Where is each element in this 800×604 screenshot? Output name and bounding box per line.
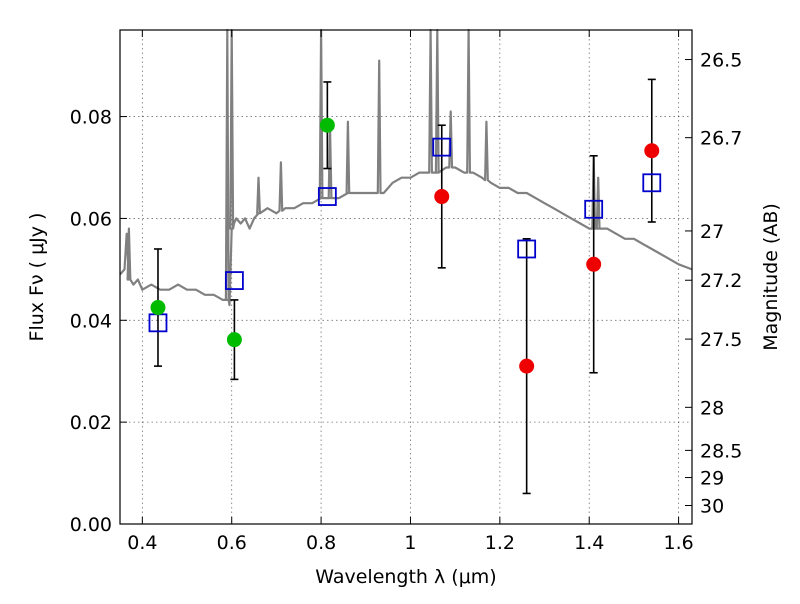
y-tick-label: 0.04 bbox=[70, 310, 112, 332]
model-photometry-square bbox=[317, 187, 337, 206]
y2-axis-title: Magnitude (AB) bbox=[760, 203, 782, 351]
y-tick-label: 0.08 bbox=[70, 107, 112, 129]
observed-green-point bbox=[319, 117, 335, 133]
observed-green-point bbox=[150, 300, 166, 316]
observed-red-point bbox=[519, 358, 535, 374]
plot-frame bbox=[119, 29, 693, 525]
x-tick-label: 0.8 bbox=[306, 532, 336, 554]
model-photometry-square bbox=[432, 137, 452, 157]
y2-tick-label: 28 bbox=[700, 397, 724, 419]
y-tick-label: 0.06 bbox=[70, 208, 112, 230]
x-tick-label: 1.4 bbox=[574, 532, 604, 554]
observed-green-point bbox=[226, 332, 242, 348]
y2-tick-label: 29 bbox=[700, 468, 724, 490]
x-tick-label: 0.6 bbox=[217, 532, 247, 554]
y2-tick-label: 26.7 bbox=[700, 128, 742, 150]
observed-red-point bbox=[644, 143, 660, 159]
x-tick-label: 0.4 bbox=[127, 532, 157, 554]
observed-red-point bbox=[434, 189, 450, 205]
y2-tick-label: 30 bbox=[700, 496, 724, 518]
model-photometry-square bbox=[224, 271, 244, 290]
y2-tick-label: 27 bbox=[700, 221, 724, 243]
axis-ticks: 0.4 0.6 0.8 1 1.2 1.4 1.6 0.00 0.02 0.04 0.06 0.08 2… bbox=[70, 30, 742, 554]
model-photometry-square bbox=[517, 239, 537, 259]
y2-tick-label: 28.5 bbox=[700, 440, 742, 462]
y-tick-label: 0.02 bbox=[70, 412, 112, 434]
y-axis-title: Flux Fν ( μJy ) bbox=[26, 213, 48, 342]
grid-lines bbox=[120, 30, 692, 524]
x-tick-label: 1 bbox=[404, 532, 416, 554]
x-tick-label: 1.6 bbox=[663, 532, 693, 554]
y-tick-label: 0.00 bbox=[70, 514, 112, 536]
spectrum-line bbox=[119, 28, 693, 307]
observed-red-point bbox=[586, 256, 602, 272]
y2-tick-label: 26.5 bbox=[700, 50, 742, 72]
model-photometry-square bbox=[642, 173, 662, 193]
data-points bbox=[148, 117, 662, 374]
x-axis-title: Wavelength λ (μm) bbox=[315, 566, 496, 588]
y2-tick-label: 27.2 bbox=[700, 270, 742, 292]
y2-tick-label: 27.5 bbox=[700, 329, 742, 351]
x-tick-label: 1.2 bbox=[485, 532, 515, 554]
model-photometry-square bbox=[584, 199, 604, 219]
model-spectrum bbox=[119, 28, 693, 307]
